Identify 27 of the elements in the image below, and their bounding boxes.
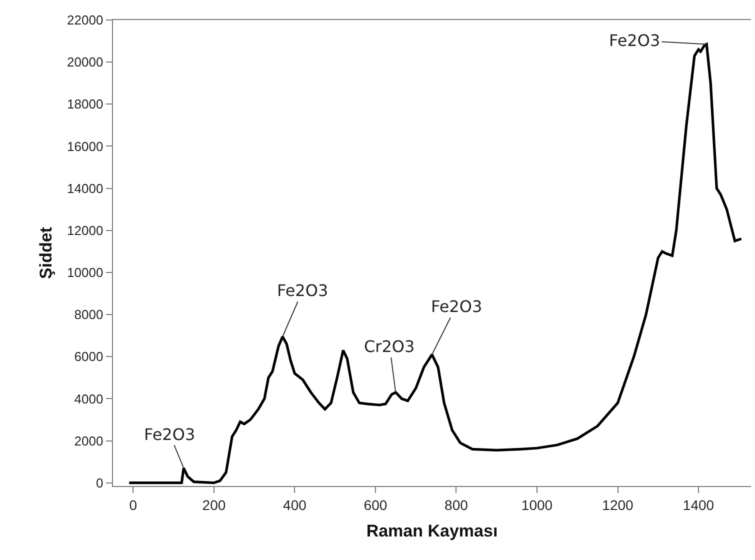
- y-tick-label: 10000: [67, 265, 104, 280]
- x-tick-label: 400: [283, 497, 307, 513]
- x-tick-label: 1200: [602, 497, 634, 513]
- y-tick-label: 16000: [67, 138, 104, 154]
- y-tick-label: 4000: [74, 391, 104, 406]
- annotation: Fe2O3: [609, 31, 660, 50]
- y-tick-label: 2000: [74, 433, 104, 448]
- annotation: Cr2O3: [364, 337, 415, 356]
- y-axis-title: Şiddet: [36, 226, 56, 279]
- x-tick-label: 0: [129, 497, 138, 513]
- x-tick-label: 1000: [521, 497, 553, 513]
- y-tick-label: 22000: [67, 12, 104, 28]
- x-tick-label: 600: [364, 497, 388, 513]
- x-axis-title: Raman Kayması: [366, 521, 498, 540]
- x-tick-label: 1400: [682, 497, 714, 513]
- y-tick-label: 14000: [67, 180, 104, 196]
- annotation: Fe2O3: [144, 425, 196, 444]
- y-tick-label: 6000: [74, 349, 104, 364]
- x-tick-label: 200: [202, 497, 226, 513]
- x-tick-label: 800: [444, 497, 468, 513]
- y-tick-label: 12000: [67, 222, 104, 238]
- annotation: Fe2O3: [277, 281, 328, 300]
- y-tick-label: 20000: [67, 54, 104, 70]
- y-tick-label: 8000: [74, 307, 104, 322]
- y-tick-label: 18000: [67, 96, 104, 112]
- y-tick-label: 0: [96, 475, 104, 490]
- annotation: Fe2O3: [431, 297, 482, 316]
